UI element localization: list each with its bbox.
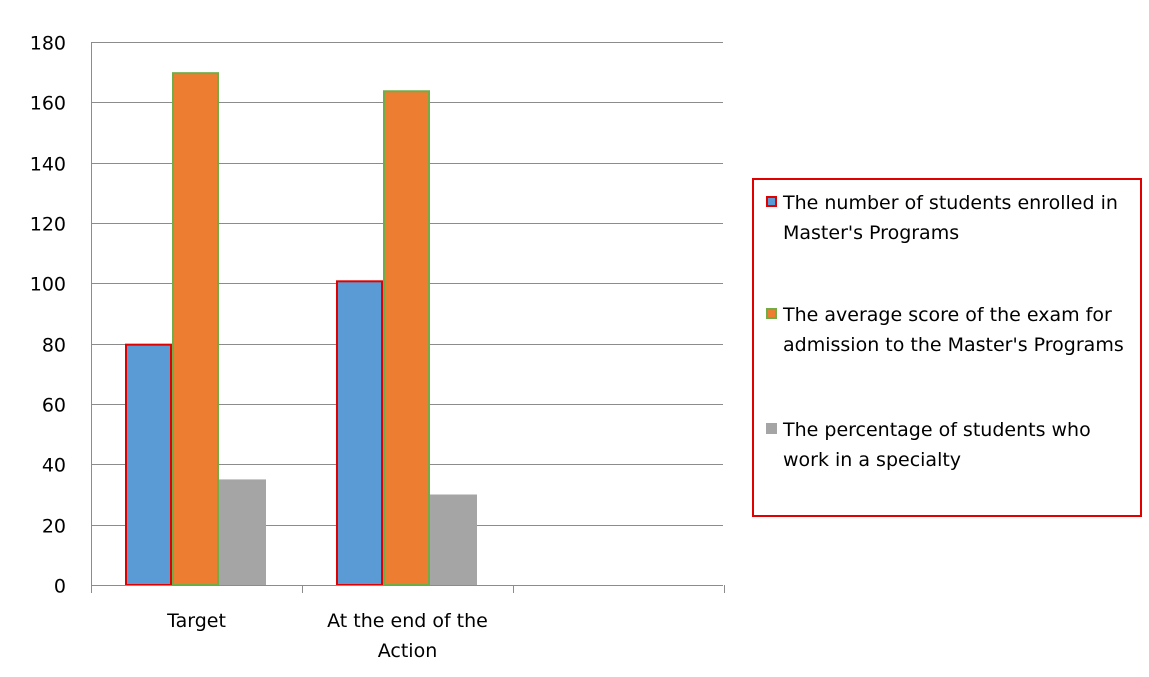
bar-work-in-specialty [430,494,477,586]
y-tick-label: 0 [54,576,66,598]
y-tick-label: 60 [42,395,66,417]
bar-enrolled-students [125,343,172,586]
legend: The number of students enrolled in Maste… [752,178,1142,517]
bar-enrolled-students [336,280,383,586]
bar-average-exam-score [383,90,430,587]
y-tick-label: 140 [30,154,66,176]
bars [125,72,477,587]
y-tick-labels: 0 20 40 60 80 100 120 140 160 180 [30,33,66,598]
y-tick-label: 40 [42,455,66,477]
legend-label-enrolled-students: The number of students enrolled in Maste… [783,192,1118,244]
x-tick-label: Target [166,610,226,632]
bar-work-in-specialty [219,479,266,586]
bar-average-exam-score [172,72,219,587]
y-tick-label: 180 [30,33,66,55]
y-tick-label: 80 [42,335,66,357]
y-tick-label: 120 [30,214,66,236]
legend-item-enrolled-students: The number of students enrolled in Maste… [766,188,1136,248]
y-tick-label: 160 [30,93,66,115]
legend-label-average-exam-score: The average score of the exam for admiss… [783,304,1124,356]
legend-label-work-in-specialty: The percentage of students who work in a… [783,419,1091,471]
legend-swatch-enrolled-students [766,196,777,207]
axes [91,42,725,593]
x-tick-label: At the end of the Action [327,610,488,662]
legend-item-work-in-specialty: The percentage of students who work in a… [766,415,1136,475]
legend-swatch-work-in-specialty [766,423,777,434]
y-tick-label: 20 [42,516,66,538]
legend-item-average-exam-score: The average score of the exam for admiss… [766,300,1136,360]
y-tick-label: 100 [30,274,66,296]
legend-swatch-average-exam-score [766,308,777,319]
x-tick-labels: Target At the end of the Action [166,610,488,662]
